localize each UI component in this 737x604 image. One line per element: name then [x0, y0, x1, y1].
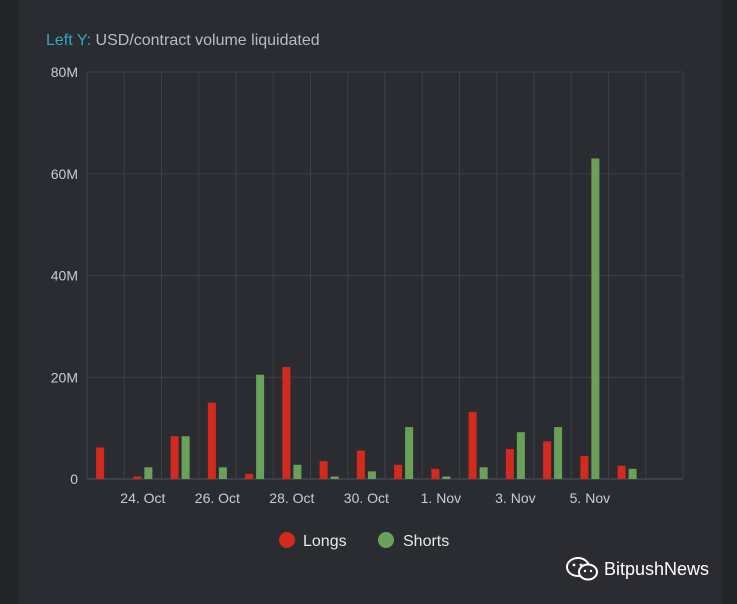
longs-bar [580, 456, 589, 479]
shorts-bar [516, 432, 525, 479]
longs-bar [468, 411, 477, 479]
x-tick-label: 26. Oct [195, 490, 240, 506]
legend-shorts-label[interactable]: Shorts [403, 533, 449, 550]
shorts-bar [144, 467, 153, 479]
y-tick-label: 40M [51, 268, 78, 284]
longs-bar [543, 441, 552, 479]
longs-bar [207, 402, 216, 479]
left-axis-prefix: Left Y: [46, 32, 92, 49]
longs-bar [505, 448, 514, 479]
shorts-bar [405, 427, 414, 479]
y-tick-label: 80M [51, 64, 78, 80]
y-tick-label: 60M [51, 166, 78, 182]
longs-bar [96, 447, 105, 479]
longs-bar [170, 436, 179, 479]
watermark-text: BitpushNews [604, 558, 710, 579]
longs-bar [356, 450, 365, 479]
legend: Longs Shorts [279, 532, 449, 550]
shorts-bar [591, 158, 600, 480]
left-axis-label: USD/contract volume liquidated [95, 32, 320, 49]
shorts-bar [554, 427, 563, 479]
shorts-bar [181, 436, 190, 479]
y-axis-ticks: 0 20M 40M 60M 80M [51, 64, 78, 487]
x-tick-label: 5. Nov [570, 490, 610, 506]
y-tick-label: 20M [51, 369, 78, 385]
x-tick-label: 28. Oct [269, 490, 314, 506]
x-tick-label: 3. Nov [495, 490, 535, 506]
x-tick-label: 24. Oct [120, 490, 165, 506]
x-tick-label: 30. Oct [344, 490, 389, 506]
chart-panel [18, 0, 722, 604]
shorts-bar [330, 476, 339, 479]
grid-lines [86, 71, 684, 480]
legend-longs-swatch[interactable] [279, 532, 295, 548]
y-tick-label: 0 [70, 471, 78, 487]
shorts-bar [218, 467, 227, 479]
shorts-bar [293, 464, 302, 479]
longs-bar [245, 473, 254, 479]
watermark: BitpushNews [566, 556, 709, 582]
longs-bar [431, 468, 440, 479]
shorts-bar [256, 374, 265, 479]
shorts-bar [628, 468, 637, 479]
chart-subtitle: Left Y: USD/contract volume liquidated [46, 32, 320, 50]
longs-bar [282, 367, 291, 479]
longs-bar [319, 461, 328, 479]
longs-bar [617, 465, 626, 479]
legend-longs-label[interactable]: Longs [303, 533, 347, 550]
longs-bar [394, 464, 403, 479]
legend-shorts-swatch[interactable] [378, 532, 394, 548]
wechat-icon [566, 557, 598, 581]
longs-bar [133, 476, 142, 479]
shorts-bar [367, 471, 376, 479]
shorts-bar [479, 467, 488, 479]
shorts-bar [442, 476, 451, 479]
bars [96, 158, 637, 480]
x-tick-label: 1. Nov [421, 490, 461, 506]
x-axis-ticks: 24. Oct 26. Oct 28. Oct 30. Oct 1. Nov 3. Nov… [120, 490, 610, 506]
